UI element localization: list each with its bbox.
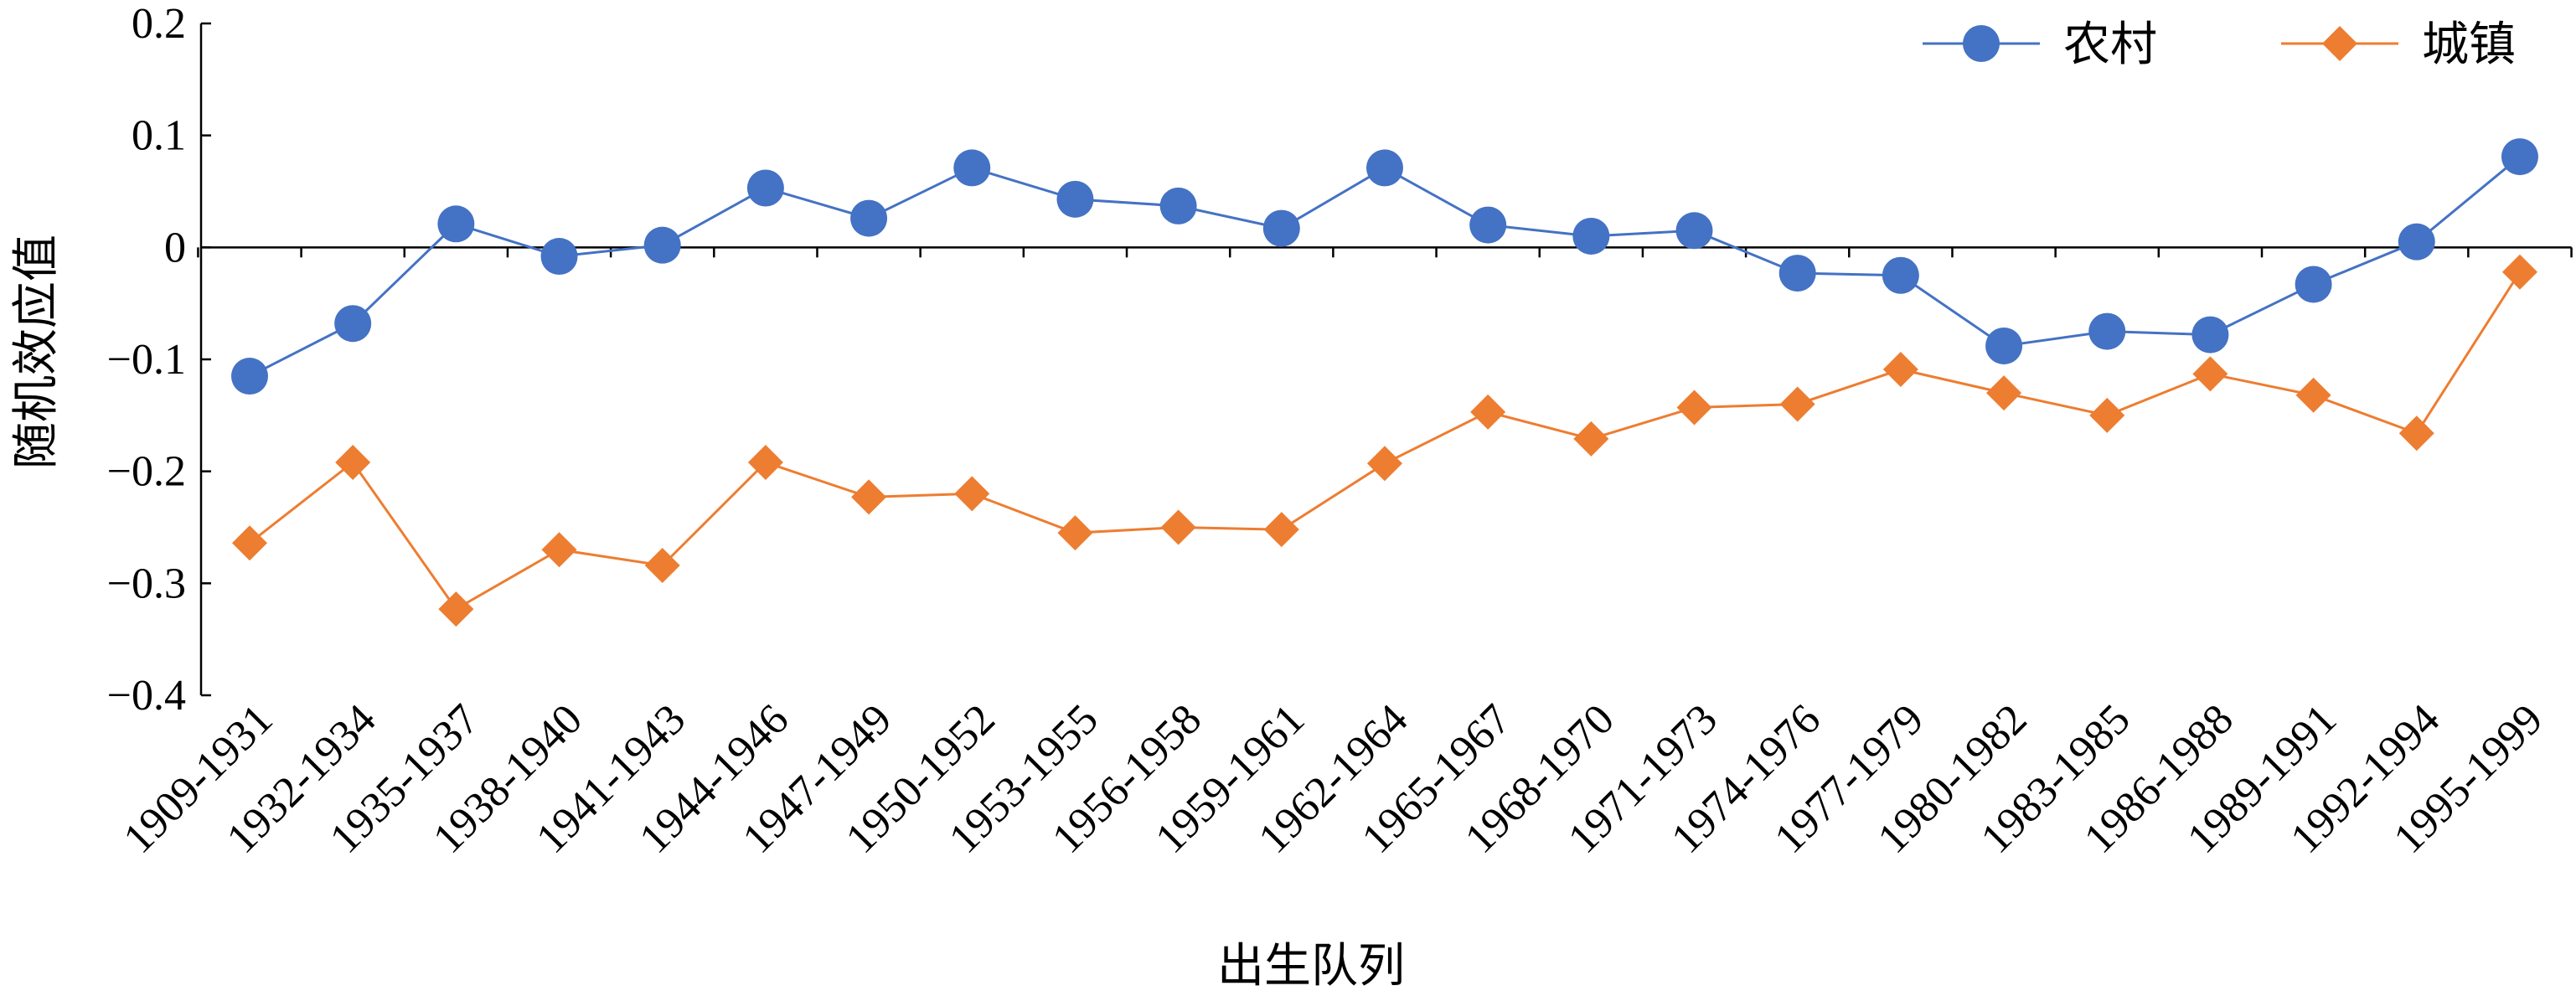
y-tick-label: −0.1 [107,336,186,384]
x-axis-title: 出生队列 [1217,939,1405,993]
data-point [1572,217,1610,255]
data-point [1469,206,1507,244]
data-point [2295,377,2331,413]
data-point [1263,512,1299,548]
y-axis-title: 随机效应值 [9,235,64,469]
data-point [953,149,991,187]
data-point [1160,509,1196,545]
data-point [541,532,577,568]
data-point [2089,397,2125,433]
series-line [249,155,2521,378]
legend: 农村 城镇 [1923,18,2516,72]
legend-marker [1963,25,2000,62]
data-point [2398,415,2434,452]
data-point [2192,356,2228,392]
data-point [1779,386,1815,422]
y-tick-label: 0.2 [132,0,186,48]
data-point [1882,352,1918,388]
data-point [1985,327,2023,364]
y-tick-label: −0.3 [107,560,186,607]
data-point [954,476,990,512]
data-point [2191,316,2229,354]
data-point [1365,149,1403,187]
legend-label: 城镇 [2422,18,2516,72]
data-point [2088,312,2126,350]
data-point [1262,209,1300,247]
data-point [2398,223,2435,261]
data-point [335,444,371,480]
data-point [2295,266,2332,303]
series-urban [232,254,2537,627]
data-point [540,238,578,276]
data-point [232,525,267,561]
data-point [438,591,474,627]
y-tick-label: −0.4 [107,672,186,720]
y-axis: 0.2 0.1 0 −0.1 −0.2 −0.3 −0.4 [107,0,211,720]
data-point [437,205,475,243]
data-point [1366,446,1402,482]
legend-item: 农村 [1923,18,2157,72]
data-point [1573,421,1609,457]
data-point [747,444,783,480]
data-point [1057,515,1093,551]
data-point [1159,187,1197,224]
data-point [851,479,887,515]
data-point [231,358,268,395]
legend-label: 农村 [2063,18,2157,72]
data-point [746,169,784,207]
series-rural [231,138,2538,395]
data-point [334,305,372,343]
data-point [643,226,681,264]
legend-item: 城镇 [2281,18,2516,72]
data-point [1056,180,1094,218]
data-point [2501,138,2538,176]
y-tick-label: −0.2 [107,448,186,496]
data-point [1882,256,1919,294]
data-point [850,199,888,237]
data-point [1778,255,1816,292]
data-point [2501,254,2537,290]
data-point [644,547,680,583]
series-line [249,271,2522,612]
data-point [1986,375,2022,411]
series-layer [231,138,2538,627]
legend-marker [2322,26,2357,61]
data-point [1676,390,1712,426]
data-point [1675,212,1713,250]
y-tick-label: 0.1 [132,112,186,160]
data-point [1470,394,1506,430]
y-tick-label: 0 [164,224,186,271]
